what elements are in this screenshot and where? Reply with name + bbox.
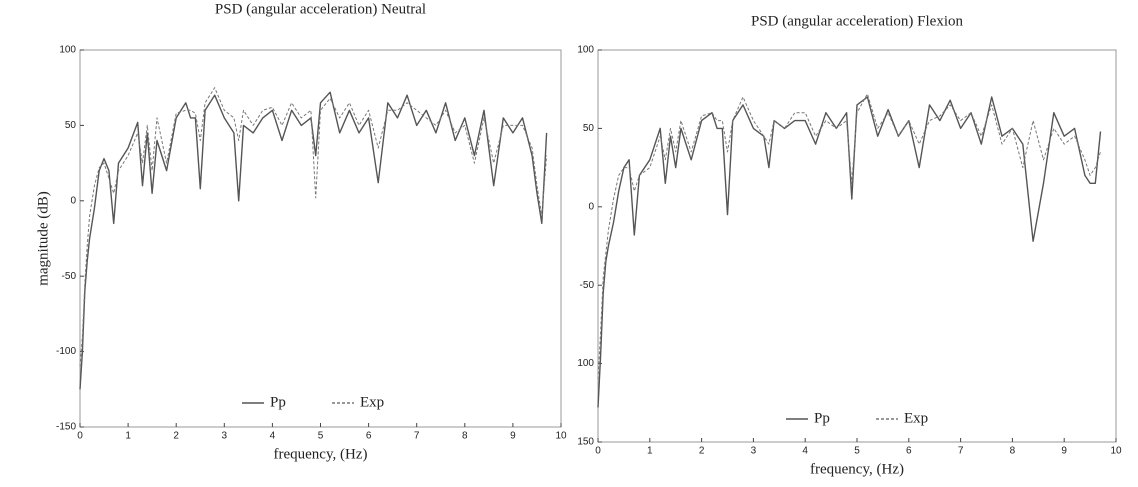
x-tick-label: 4 xyxy=(802,446,808,457)
y-tick-label: 100 xyxy=(577,358,594,369)
y-tick-label: 100 xyxy=(59,45,76,56)
x-tick-label: 9 xyxy=(510,431,516,442)
x-tick-label: 7 xyxy=(414,431,420,442)
y-tick-label: 0 xyxy=(588,201,594,212)
x-tick-label: 0 xyxy=(77,431,83,442)
data-line xyxy=(79,91,548,390)
y-tick-label: -100 xyxy=(56,346,76,357)
y-tick-label: 50 xyxy=(583,123,595,134)
axis-title: magnitude (dB) xyxy=(35,191,51,286)
legend-label: Exp xyxy=(904,410,928,426)
chart-title: PSD (angular acceleration) Neutral xyxy=(215,1,426,17)
y-tick-label: -50 xyxy=(580,280,595,291)
y-tick-label: 50 xyxy=(65,120,77,131)
x-tick-label: 1 xyxy=(647,446,653,457)
y-tick-label: 0 xyxy=(70,195,76,206)
legend-label: Exp xyxy=(360,394,384,410)
x-tick-label: 2 xyxy=(699,446,705,457)
axis-title: frequency, (Hz) xyxy=(274,446,368,462)
x-tick-label: 6 xyxy=(906,446,912,457)
x-tick-label: 3 xyxy=(222,431,228,442)
x-tick-label: 2 xyxy=(173,431,179,442)
x-tick-label: 0 xyxy=(595,446,601,457)
chart-title: PSD (angular acceleration) Flexion xyxy=(751,13,964,29)
data-line xyxy=(79,87,548,367)
x-tick-label: 10 xyxy=(1110,446,1122,457)
x-tick-label: 10 xyxy=(555,431,567,442)
x-tick-label: 3 xyxy=(751,446,757,457)
data-line xyxy=(597,93,1101,380)
data-line xyxy=(597,96,1102,408)
axis-title: frequency, (Hz) xyxy=(810,461,904,477)
y-tick-label: 150 xyxy=(577,437,594,448)
x-tick-label: 9 xyxy=(1061,446,1067,457)
x-tick-label: 8 xyxy=(1010,446,1016,457)
legend-label: Pp xyxy=(814,410,830,426)
x-tick-label: 1 xyxy=(125,431,131,442)
y-tick-label: -50 xyxy=(62,271,77,282)
x-tick-label: 5 xyxy=(318,431,324,442)
y-tick-label: -150 xyxy=(56,422,76,433)
x-tick-label: 4 xyxy=(270,431,276,442)
x-tick-label: 5 xyxy=(854,446,860,457)
x-tick-label: 7 xyxy=(958,446,964,457)
legend-label: Pp xyxy=(270,394,286,410)
x-tick-label: 6 xyxy=(366,431,372,442)
x-tick-label: 8 xyxy=(462,431,468,442)
y-tick-label: 100 xyxy=(577,45,594,56)
